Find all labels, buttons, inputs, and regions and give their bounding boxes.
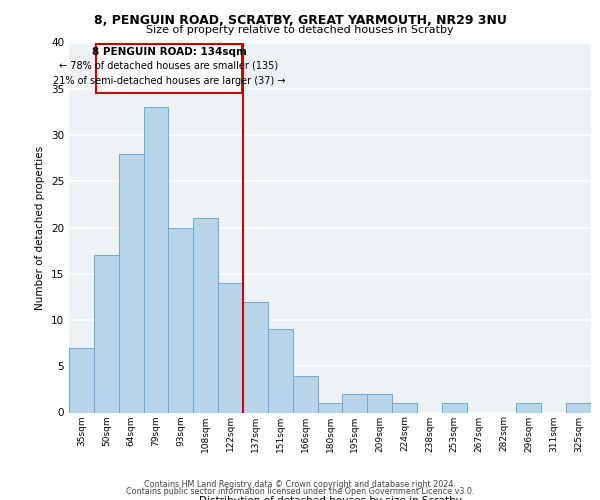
Text: Size of property relative to detached houses in Scratby: Size of property relative to detached ho… bbox=[146, 25, 454, 35]
Bar bbox=[343, 394, 367, 412]
Text: Contains public sector information licensed under the Open Government Licence v3: Contains public sector information licen… bbox=[126, 487, 474, 496]
Bar bbox=[517, 403, 541, 412]
Bar bbox=[317, 403, 343, 412]
Bar bbox=[119, 154, 143, 412]
Bar bbox=[97, 44, 242, 94]
Bar bbox=[243, 302, 268, 412]
Text: Contains HM Land Registry data © Crown copyright and database right 2024.: Contains HM Land Registry data © Crown c… bbox=[144, 480, 456, 489]
Bar bbox=[193, 218, 218, 412]
Bar bbox=[143, 108, 169, 412]
Bar bbox=[442, 403, 467, 412]
Y-axis label: Number of detached properties: Number of detached properties bbox=[35, 146, 46, 310]
Bar bbox=[367, 394, 392, 412]
Bar bbox=[169, 228, 193, 412]
Bar bbox=[218, 283, 243, 412]
Bar bbox=[94, 255, 119, 412]
X-axis label: Distribution of detached houses by size in Scratby: Distribution of detached houses by size … bbox=[199, 496, 461, 500]
Text: ← 78% of detached houses are smaller (135): ← 78% of detached houses are smaller (13… bbox=[59, 61, 278, 71]
Bar bbox=[392, 403, 417, 412]
Bar bbox=[566, 403, 591, 412]
Bar bbox=[293, 376, 317, 412]
Bar bbox=[69, 348, 94, 412]
Text: 8, PENGUIN ROAD, SCRATBY, GREAT YARMOUTH, NR29 3NU: 8, PENGUIN ROAD, SCRATBY, GREAT YARMOUTH… bbox=[94, 14, 506, 27]
Text: 8 PENGUIN ROAD: 134sqm: 8 PENGUIN ROAD: 134sqm bbox=[92, 47, 247, 57]
Text: 21% of semi-detached houses are larger (37) →: 21% of semi-detached houses are larger (… bbox=[53, 76, 286, 86]
Bar bbox=[268, 329, 293, 412]
